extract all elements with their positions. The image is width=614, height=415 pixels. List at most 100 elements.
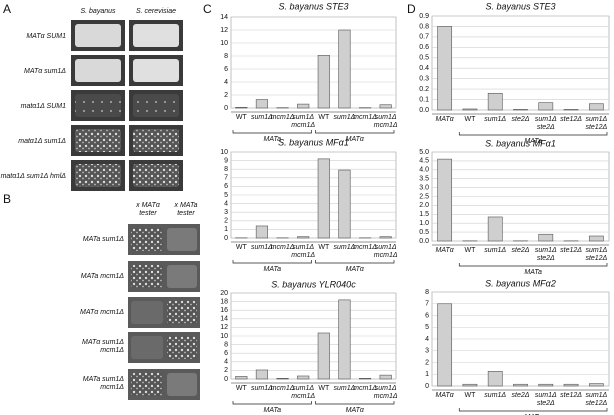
y-tick-label: 5: [224, 192, 228, 199]
x-tick-label: sum1Δ ste12Δ: [585, 116, 607, 131]
y-tick-label: 6: [425, 312, 429, 319]
y-tick-label: 2: [224, 92, 228, 99]
bar: [297, 236, 310, 239]
x-tick-label: sum1Δ ste2Δ: [535, 116, 557, 131]
x-tick-label: WT: [318, 244, 330, 251]
mating-patch: [167, 228, 197, 251]
bar: [462, 383, 478, 387]
y-tick-label: 2: [425, 359, 429, 366]
y-tick-label: 5.0: [419, 149, 429, 156]
y-tick-label: 20: [220, 290, 228, 297]
y-tick-label: 1: [425, 371, 429, 378]
x-tick-label: sum1Δ: [334, 244, 356, 251]
panel-label: A: [3, 2, 11, 16]
x-tick-label: sum1Δ: [484, 247, 506, 254]
y-tick-label: 0: [224, 105, 228, 112]
bar: [538, 383, 554, 387]
group-label: MATα: [346, 136, 365, 143]
x-tick-label: mcm1Δ: [271, 244, 295, 251]
y-tick-label: 18: [220, 298, 228, 305]
y-tick-label: 4: [224, 200, 228, 207]
group-bracket: [232, 130, 312, 134]
y-tick-label: 3: [425, 348, 429, 355]
x-tick-label: mcm1Δ: [353, 114, 377, 121]
x-tick-label: sum1Δ ste2Δ: [535, 392, 557, 407]
chart-title: S. bayanus STE3: [485, 1, 555, 11]
colony-patch: [75, 24, 121, 47]
y-tick-label: 1.5: [419, 211, 429, 218]
bar: [338, 169, 351, 239]
group-bracket: [232, 260, 312, 264]
y-tick-label: 7: [224, 175, 228, 182]
chart-title: S. bayanus YLR040c: [271, 279, 356, 289]
x-tick-label: MATα: [436, 392, 455, 399]
colony-patch: [133, 164, 179, 187]
plot-frame: [431, 15, 610, 111]
chart-title: S. bayanus MFα1: [485, 138, 556, 148]
group-bracket: [458, 263, 608, 267]
group-label: MATa: [524, 269, 542, 276]
group-label: MATa: [263, 266, 281, 273]
y-tick-label: 3.5: [419, 176, 429, 183]
x-tick-label: mcm1Δ: [271, 385, 295, 392]
x-tick-label: sum1Δ mcm1Δ: [291, 385, 315, 400]
x-tick-label: ste12Δ: [560, 116, 582, 123]
y-tick-label: 14: [220, 316, 228, 323]
y-tick-label: 0.4: [419, 65, 429, 72]
y-tick-label: 0.9: [419, 13, 429, 20]
bar: [338, 29, 351, 109]
chart-title: S. bayanus STE3: [278, 1, 348, 11]
row-label: MATa mcm1Δ: [81, 273, 125, 280]
mating-patch: [131, 301, 163, 324]
y-tick-label: 10: [220, 333, 228, 340]
y-tick-label: 10: [220, 40, 228, 47]
group-label: MATa: [524, 414, 542, 415]
row-label: matα1Δ sum1Δ: [18, 138, 66, 145]
y-tick-label: 0.5: [419, 55, 429, 62]
y-tick-label: 4.5: [419, 158, 429, 165]
x-tick-label: mcm1Δ: [353, 244, 377, 251]
bar: [235, 107, 248, 109]
x-tick-label: WT: [318, 385, 330, 392]
y-tick-label: 8: [425, 289, 429, 296]
mating-patch: [167, 336, 197, 359]
column-header: x MATα tester: [135, 202, 161, 217]
group-label: MATα: [346, 407, 365, 414]
bar: [235, 376, 248, 380]
x-tick-label: WT: [236, 244, 248, 251]
bar: [563, 109, 579, 111]
bar: [276, 378, 289, 380]
y-tick-label: 9: [224, 157, 228, 164]
chart-title: S. bayanus MFα2: [485, 278, 556, 288]
y-tick-label: 0.8: [419, 23, 429, 30]
bar: [513, 109, 528, 111]
y-tick-label: 4.0: [419, 167, 429, 174]
y-tick-label: 14: [220, 14, 228, 21]
column-header: S. cerevisiae: [136, 8, 176, 15]
y-tick-label: 0: [425, 383, 429, 390]
y-tick-label: 6: [224, 183, 228, 190]
bar: [358, 378, 372, 380]
y-tick-label: 8: [224, 166, 228, 173]
group-bracket: [458, 408, 608, 412]
plot-frame: [230, 16, 397, 109]
bar: [317, 332, 330, 380]
x-tick-label: ste12Δ: [560, 247, 582, 254]
bar: [255, 99, 269, 109]
x-tick-label: sum1Δ mcm1Δ: [291, 114, 315, 129]
group-bracket: [232, 401, 312, 405]
y-tick-label: 4: [224, 359, 228, 366]
x-tick-label: sum1Δ: [251, 114, 273, 121]
y-tick-label: 2: [224, 218, 228, 225]
panel-label: B: [3, 192, 11, 206]
bar: [487, 92, 503, 111]
bar: [437, 158, 453, 242]
group-label: MATa: [263, 407, 281, 414]
x-tick-label: sum1Δ: [484, 116, 506, 123]
x-tick-label: sum1Δ ste2Δ: [535, 247, 557, 262]
y-tick-label: 0.5: [419, 229, 429, 236]
y-tick-label: 2.5: [419, 193, 429, 200]
y-tick-label: 0.2: [419, 86, 429, 93]
x-tick-label: MATα: [436, 116, 455, 123]
x-tick-label: WT: [464, 116, 476, 123]
